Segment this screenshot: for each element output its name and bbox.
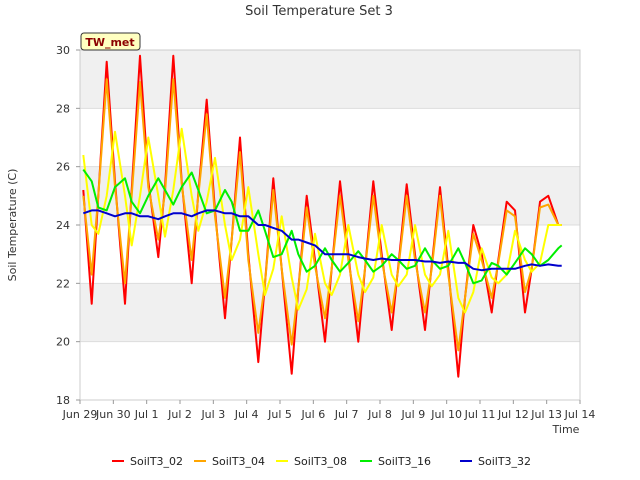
x-tick-label: Jul 14	[564, 408, 596, 421]
x-tick-label: Jul 10	[430, 408, 462, 421]
legend: SoilT3_02 SoilT3_04 SoilT3_08 SoilT3_16 Soil…	[112, 455, 531, 468]
y-tick-label: 18	[56, 394, 70, 407]
legend-label: SoilT3_08	[294, 455, 347, 468]
x-tick-label: Jul 1	[134, 408, 159, 421]
site-badge: TW_met	[80, 32, 141, 51]
x-tick-label: Jul 7	[334, 408, 359, 421]
y-tick-label: 28	[56, 102, 70, 115]
y-tick-label: 24	[56, 219, 70, 232]
x-tick-label: Jul 2	[167, 408, 192, 421]
x-tick-label: Jun 29	[62, 408, 98, 421]
x-tick-label: Jul 8	[367, 408, 392, 421]
x-tick-label: Jul 5	[267, 408, 292, 421]
series-lines	[82, 54, 563, 378]
y-axis-ticks: 18 20 22 24 26 28 30	[56, 44, 80, 407]
legend-label: SoilT3_16	[378, 455, 431, 468]
y-axis-label: Soil Temperature (C)	[6, 169, 19, 282]
site-badge-label: TW_met	[85, 36, 134, 49]
x-tick-label: Jul 3	[200, 408, 225, 421]
chart-title: Soil Temperature Set 3	[245, 4, 393, 19]
y-tick-label: 30	[56, 44, 70, 57]
x-tick-label: Jul 9	[400, 408, 425, 421]
series-line-SoilT3_08	[82, 127, 562, 314]
x-tick-label: Jul 11	[464, 408, 496, 421]
x-tick-label: Jun 30	[95, 408, 131, 421]
series-line-SoilT3_32	[82, 209, 562, 272]
y-tick-label: 20	[56, 336, 70, 349]
legend-label: SoilT3_04	[212, 455, 265, 468]
legend-label: SoilT3_02	[130, 455, 183, 468]
x-tick-label: Jul 12	[497, 408, 529, 421]
background-band	[80, 50, 580, 109]
x-tick-label: Jul 6	[300, 408, 325, 421]
y-tick-label: 22	[56, 277, 70, 290]
x-axis-label: Time	[552, 423, 580, 436]
x-tick-label: Jul 13	[530, 408, 562, 421]
legend-label: SoilT3_32	[478, 455, 531, 468]
y-tick-label: 26	[56, 161, 70, 174]
series-line-SoilT3_16	[82, 169, 563, 285]
site-badge-box	[80, 32, 141, 51]
x-tick-label: Jul 4	[234, 408, 259, 421]
